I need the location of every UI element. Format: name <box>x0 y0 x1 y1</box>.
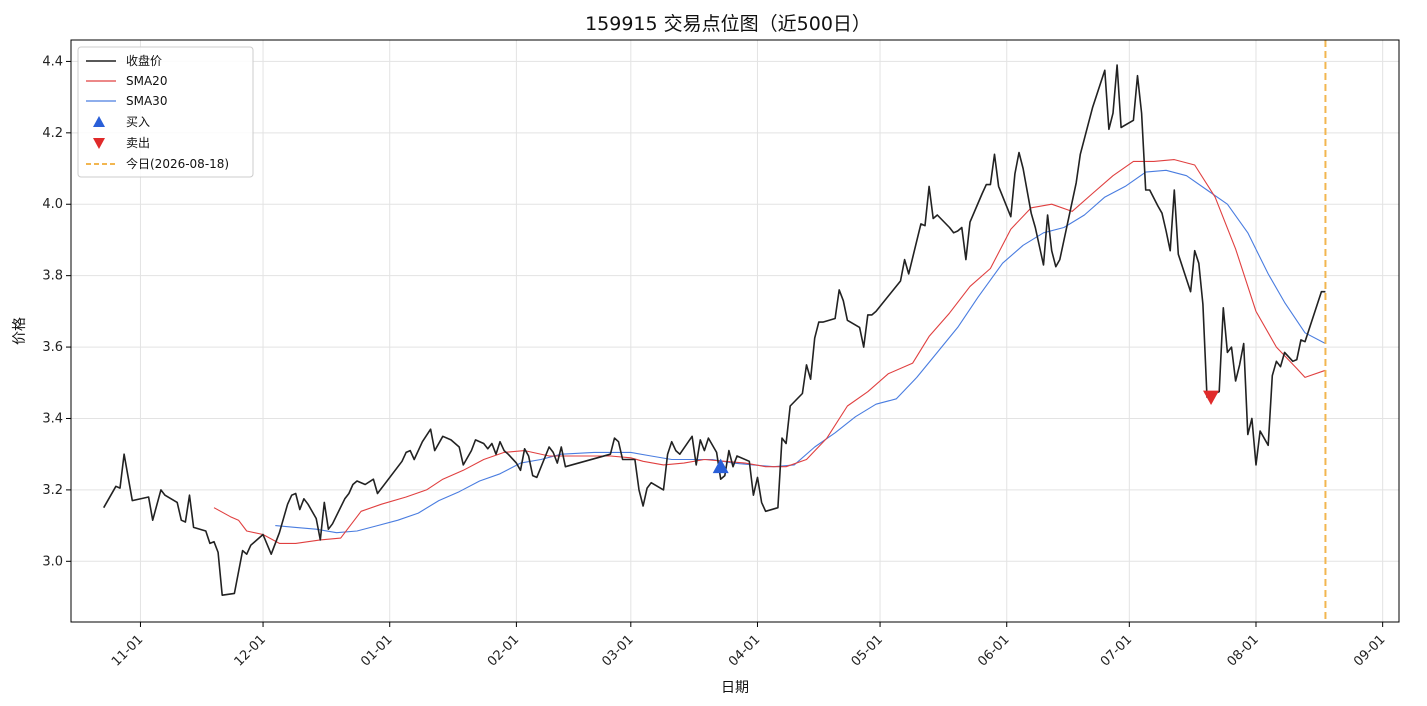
y-axis-label: 价格 <box>12 317 28 345</box>
legend-label-sma30: SMA30 <box>126 94 167 108</box>
legend-label-sell: 卖出 <box>126 136 150 150</box>
x-tick-label: 12-01 <box>232 632 269 669</box>
x-tick-label: 02-01 <box>485 632 522 669</box>
chart-title: 159915 交易点位图（近500日） <box>585 13 871 35</box>
x-tick-label: 01-01 <box>358 632 395 669</box>
x-tick-label: 07-01 <box>1098 632 1135 669</box>
buy-marker <box>712 458 729 474</box>
x-tick-label: 04-01 <box>726 632 763 669</box>
legend-label-today: 今日(2026-08-18) <box>126 156 229 171</box>
x-tick-label: 09-01 <box>1351 632 1388 669</box>
legend-box <box>77 46 254 178</box>
x-tick-label: 11-01 <box>109 632 146 669</box>
legend-buy-marker-icon <box>93 116 105 127</box>
y-tick-label: 3.6 <box>42 340 63 355</box>
y-axis: 3.0 3.2 3.4 3.6 3.8 4.0 4.2 4.4 <box>42 54 71 569</box>
legend-label-buy: 买入 <box>126 115 150 129</box>
x-tick-label: 06-01 <box>975 632 1012 669</box>
series-layer <box>103 64 1326 597</box>
y-tick-label: 3.2 <box>42 483 63 498</box>
y-tick-label: 4.0 <box>42 197 63 212</box>
sma30-line <box>275 169 1326 534</box>
legend: 收盘价 SMA20 SMA30 买入 卖出 今日(2026-08-18) <box>77 46 254 178</box>
x-axis-label: 日期 <box>721 680 749 696</box>
legend-label-sma20: SMA20 <box>126 74 167 88</box>
legend-label-close: 收盘价 <box>126 53 162 68</box>
grid <box>71 40 1399 622</box>
plot-frame <box>70 39 1400 623</box>
y-tick-label: 3.8 <box>42 269 63 284</box>
x-axis: 11-01 12-01 01-01 02-01 03-01 04-01 05-01 06-01… <box>109 622 1388 670</box>
sell-marker <box>1203 390 1220 406</box>
sma20-line <box>213 159 1326 544</box>
y-tick-label: 4.4 <box>42 54 63 69</box>
legend-sell-marker-icon <box>93 138 105 149</box>
y-tick-label: 3.4 <box>42 411 63 426</box>
x-tick-label: 08-01 <box>1224 632 1261 669</box>
close-price-line <box>103 64 1326 597</box>
y-tick-label: 4.2 <box>42 126 63 141</box>
y-tick-label: 3.0 <box>42 554 63 569</box>
x-tick-label: 03-01 <box>599 632 636 669</box>
marker-layer <box>712 390 1220 474</box>
x-tick-label: 05-01 <box>849 632 886 669</box>
